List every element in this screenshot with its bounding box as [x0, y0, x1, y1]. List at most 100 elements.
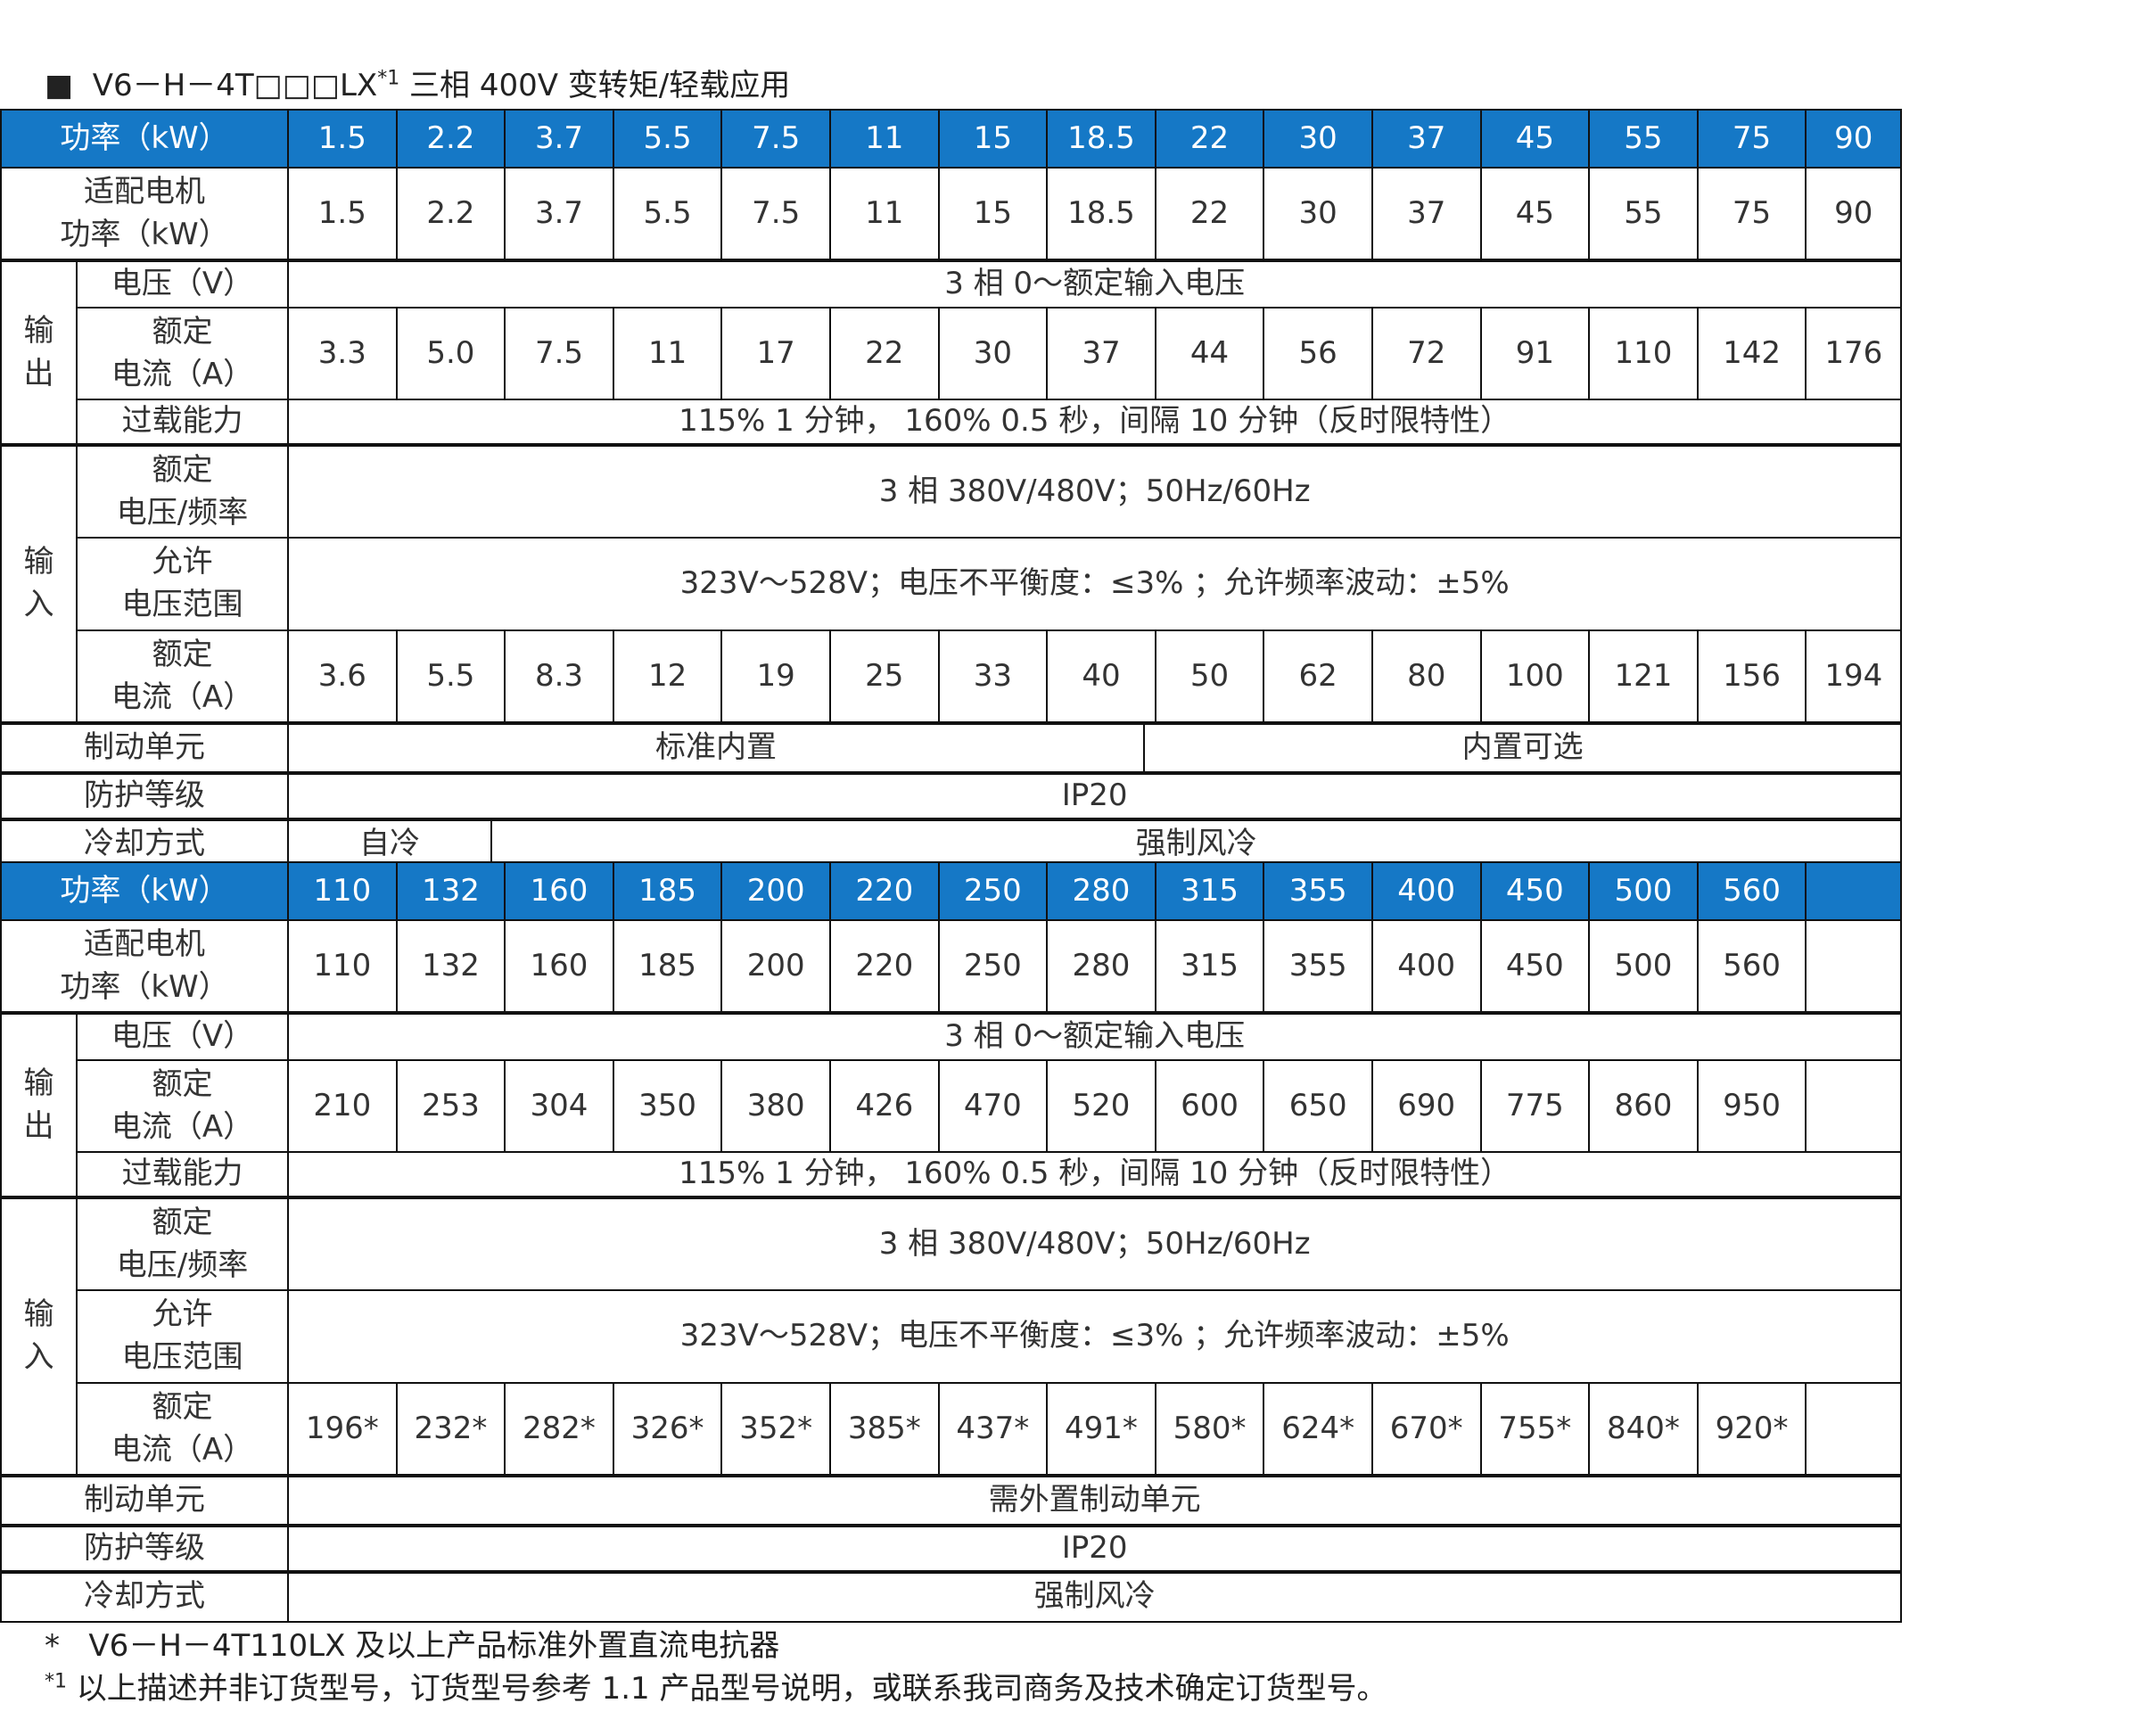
input-current-value: 40: [1046, 629, 1156, 724]
output-current-value: 426: [828, 1059, 940, 1153]
motor-power-value: 90: [1805, 167, 1903, 261]
table-row: 适配电机 功率（kW） 110 132 160 185 200 220 250 280 315 35…: [0, 919, 1903, 1014]
table-row: 防护等级 IP20: [0, 771, 1903, 820]
power-value: 250: [937, 861, 1049, 921]
motor-power-value: 22: [1154, 167, 1265, 261]
footnote-mark: *: [45, 1628, 60, 1664]
brake-label: 制动单元: [0, 1474, 289, 1526]
input-current-value: 196*: [287, 1382, 398, 1477]
bullet-icon: ■: [45, 68, 74, 103]
power-value: 1.5: [287, 109, 398, 169]
input-range-label: 允许 电压范围: [76, 537, 289, 631]
input-current-value: 580*: [1154, 1382, 1265, 1477]
brake-label: 制动单元: [0, 721, 289, 774]
table-row: 制动单元 标准内置 内置可选: [0, 721, 1903, 774]
motor-label: 适配电机 功率（kW）: [0, 919, 289, 1014]
power-value: 7.5: [720, 109, 831, 169]
table-row: 输 入额定 电压/频率 3 相 380V/480V；50Hz/60Hz: [0, 443, 1903, 724]
motor-power-value: 185: [612, 919, 723, 1014]
input-range-label: 允许 电压范围: [76, 1289, 289, 1384]
motor-power-value: 315: [1154, 919, 1265, 1014]
output-current-value: 37: [1046, 307, 1156, 400]
power-value: 110: [287, 861, 398, 921]
motor-power-value: 110: [287, 919, 398, 1014]
input-current-value: 352*: [720, 1382, 831, 1477]
input-voltage-label: 额定 电压/频率: [76, 443, 289, 539]
overload-label: 过载能力: [76, 1151, 289, 1198]
cooling-value: 强制风冷: [1135, 826, 1257, 862]
overload-value: 115% 1 分钟， 160% 0.5 秒，间隔 10 分钟（反时限特性）: [286, 1151, 1903, 1198]
motor-power-value: 37: [1370, 167, 1482, 261]
title-text: 三相 400V 变转矩/轻载应用: [399, 68, 791, 103]
brake-segments: 标准内置 内置可选: [289, 725, 1900, 771]
power-value: 280: [1046, 861, 1156, 921]
cooling-segments: 自冷 强制风冷: [289, 820, 1900, 868]
table-row: 额定 电流（A） 196* 232* 282* 326* 352* 385* 437* 491*…: [1, 1382, 1903, 1477]
output-current-value: 17: [720, 307, 831, 400]
cooling-label: 冷却方式: [0, 817, 289, 870]
power-value: 400: [1370, 861, 1482, 921]
motor-power-value: 11: [828, 167, 940, 261]
spec-table-2: 功率（kW） 110 132 160 185 200 220 250 280 315 355 400 4…: [0, 861, 1903, 1623]
power-value: 45: [1479, 109, 1591, 169]
brake-cell: 标准内置 内置可选: [286, 721, 1903, 774]
input-current-value: 920*: [1696, 1382, 1807, 1477]
input-voltage-value: 3 相 380V/480V；50Hz/60Hz: [286, 443, 1903, 539]
power-value: 15: [937, 109, 1049, 169]
motor-power-value: 30: [1263, 167, 1373, 261]
output-current-value: 91: [1479, 307, 1591, 400]
table-row: 额定 电流（A） 3.3 5.0 7.5 11 17 22 30 37 44 56 72 91 110 14…: [1, 307, 1903, 400]
power-value: 160: [504, 861, 614, 921]
output-current-value: 142: [1696, 307, 1807, 400]
table-row: 功率（kW） 110 132 160 185 200 220 250 280 315 355 400 4…: [0, 861, 1903, 921]
power-value: 2.2: [395, 109, 506, 169]
table-row: 过载能力 115% 1 分钟， 160% 0.5 秒，间隔 10 分钟（反时限特性…: [1, 399, 1903, 446]
cooling-segments: 强制风冷: [289, 1574, 1900, 1621]
power-value: 37: [1370, 109, 1482, 169]
power-value: 500: [1588, 861, 1699, 921]
footnote-mark: *1: [45, 1670, 67, 1693]
power-value: 450: [1479, 861, 1591, 921]
output-current-value: 380: [720, 1059, 831, 1153]
output-current-value: 72: [1370, 307, 1482, 400]
input-current-value: 840*: [1588, 1382, 1699, 1477]
table-row: 冷却方式 自冷 强制风冷: [0, 817, 1903, 870]
title-model: V6－H－4T□□□LX: [92, 68, 378, 103]
output-current-value: 56: [1263, 307, 1373, 400]
output-current-value: 110: [1588, 307, 1699, 400]
input-current-value: 385*: [828, 1382, 940, 1477]
motor-power-value: 220: [828, 919, 940, 1014]
motor-power-value: 5.5: [612, 167, 723, 261]
table-row: 额定 电流（A） 210 253 304 350 380 426 470 520 600 650 69…: [1, 1059, 1903, 1153]
motor-power-value: 200: [720, 919, 831, 1014]
output-voltage-label: 电压（V）: [76, 1011, 289, 1061]
input-current-value: 3.6: [287, 629, 398, 724]
motor-label: 适配电机 功率（kW）: [0, 167, 289, 261]
cooling-cell: 强制风冷: [286, 1569, 1903, 1623]
motor-power-value: [1805, 919, 1903, 1014]
footnote-1: * V6－H－4T110LX 及以上产品标准外置直流电抗器: [45, 1621, 779, 1665]
input-current-value: 194: [1805, 629, 1903, 724]
power-value: 355: [1263, 861, 1373, 921]
table-row: 冷却方式 强制风冷: [0, 1569, 1903, 1623]
footnote-text: 以上描述并非订货型号，订货型号参考 1.1 产品型号说明，或联系我司商务及技术确…: [67, 1671, 1387, 1707]
overload-label: 过载能力: [76, 399, 289, 446]
brake-value: 标准内置: [289, 725, 1145, 771]
overload-value: 115% 1 分钟， 160% 0.5 秒，间隔 10 分钟（反时限特性）: [286, 399, 1903, 446]
output-current-value: 600: [1154, 1059, 1265, 1153]
power-value: 220: [828, 861, 940, 921]
output-voltage-value: 3 相 0～额定输入电压: [286, 1011, 1903, 1061]
motor-power-value: 280: [1046, 919, 1156, 1014]
table-row: 输 入额定 电压/频率 3 相 380V/480V；50Hz/60Hz: [0, 1196, 1903, 1477]
protection-value: IP20: [286, 1524, 1903, 1573]
power-value: 200: [720, 861, 831, 921]
output-current-label: 额定 电流（A）: [76, 307, 289, 400]
power-label: 功率（kW）: [0, 861, 289, 921]
output-group-label: 输 出: [0, 259, 78, 446]
input-current-value: 12: [612, 629, 723, 724]
cooling-cell: 自冷 强制风冷: [286, 817, 1903, 870]
input-current-value: 437*: [937, 1382, 1049, 1477]
table-row: 额定 电流（A） 3.6 5.5 8.3 12 19 25 33 40 50 62 80 100 121 1…: [1, 629, 1903, 724]
table-row: 允许 电压范围 323V～528V；电压不平衡度：≤3% ；允许频率波动：±5%: [1, 537, 1903, 631]
motor-power-value: 500: [1588, 919, 1699, 1014]
